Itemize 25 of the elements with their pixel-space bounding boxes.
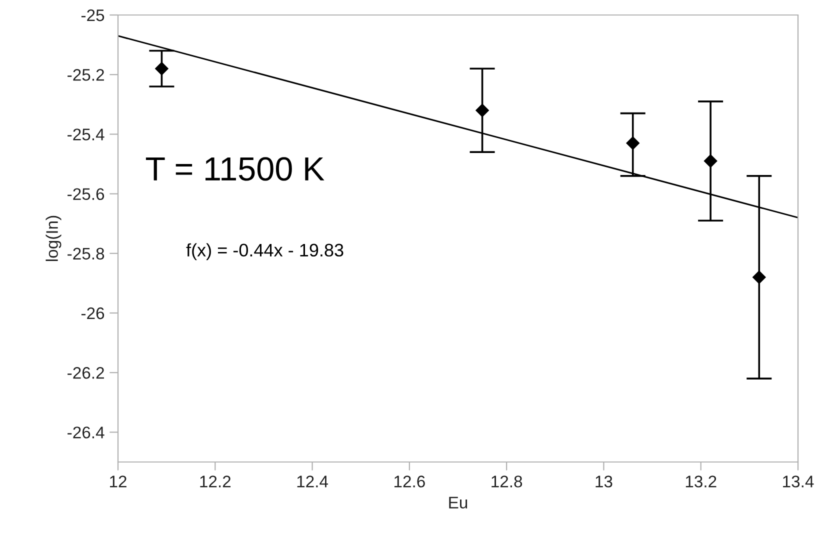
x-tick-label: 12.2: [200, 476, 231, 488]
y-tick-label: -26.4: [68, 426, 104, 438]
y-tick-label: -26: [81, 307, 104, 320]
y-tick-label: -25.4: [68, 128, 104, 140]
annotation: T = 11500 K: [146, 157, 324, 181]
point: [752, 270, 766, 284]
point: [704, 154, 718, 168]
y-tick-label: -26.2: [68, 367, 104, 379]
y-tick-label: -25.2: [68, 69, 104, 81]
point: [155, 62, 168, 76]
y-tick-label: -25.8: [68, 248, 104, 260]
y-tick-label: -25.6: [68, 188, 104, 200]
x-tick-label: 12.4: [297, 476, 328, 488]
x-tick-label: 12.6: [394, 476, 425, 488]
x-axis-title: Eu: [449, 496, 468, 509]
y-tick-label: -25: [81, 9, 104, 22]
point: [476, 104, 489, 117]
x-tick-label: 12: [110, 476, 126, 488]
point: [626, 136, 640, 150]
x-tick-label: 12.8: [492, 476, 522, 488]
y-axis-title: log(In): [46, 216, 62, 261]
x-tick-label: 13.2: [686, 476, 716, 488]
annotation: f(x) = -0.44x - 19.83: [186, 243, 344, 260]
x-tick-label: 13.4: [783, 476, 814, 488]
x-tick-label: 13: [596, 476, 612, 488]
